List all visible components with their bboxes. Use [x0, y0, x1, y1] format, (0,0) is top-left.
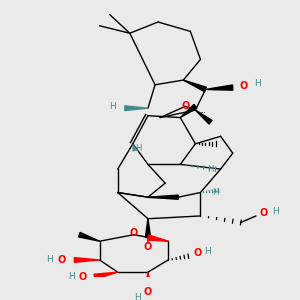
- Text: H: H: [134, 293, 141, 300]
- Polygon shape: [206, 85, 233, 90]
- Text: ···: ···: [199, 110, 206, 116]
- Polygon shape: [74, 258, 100, 262]
- Polygon shape: [148, 195, 178, 199]
- Polygon shape: [183, 80, 206, 92]
- Polygon shape: [79, 232, 100, 241]
- Polygon shape: [146, 219, 151, 238]
- Text: H: H: [135, 144, 141, 153]
- Polygon shape: [180, 104, 197, 118]
- Text: O: O: [240, 81, 248, 91]
- Text: O: O: [260, 208, 268, 218]
- Polygon shape: [94, 272, 118, 279]
- Polygon shape: [195, 110, 212, 124]
- Text: H: H: [207, 165, 214, 174]
- Text: H: H: [68, 272, 75, 281]
- Text: O: O: [144, 287, 152, 297]
- Text: H: H: [46, 256, 52, 265]
- Polygon shape: [146, 272, 151, 286]
- Text: O: O: [130, 228, 138, 238]
- Polygon shape: [125, 106, 148, 111]
- Text: H: H: [272, 207, 278, 216]
- Text: H: H: [255, 79, 261, 88]
- Text: O: O: [57, 255, 65, 265]
- Text: H: H: [212, 188, 219, 197]
- Text: O: O: [78, 272, 86, 282]
- Text: O: O: [144, 242, 152, 252]
- Text: H: H: [109, 102, 116, 111]
- Polygon shape: [148, 235, 168, 241]
- Text: H: H: [204, 247, 211, 256]
- Text: O: O: [193, 248, 202, 258]
- Text: O: O: [181, 101, 189, 111]
